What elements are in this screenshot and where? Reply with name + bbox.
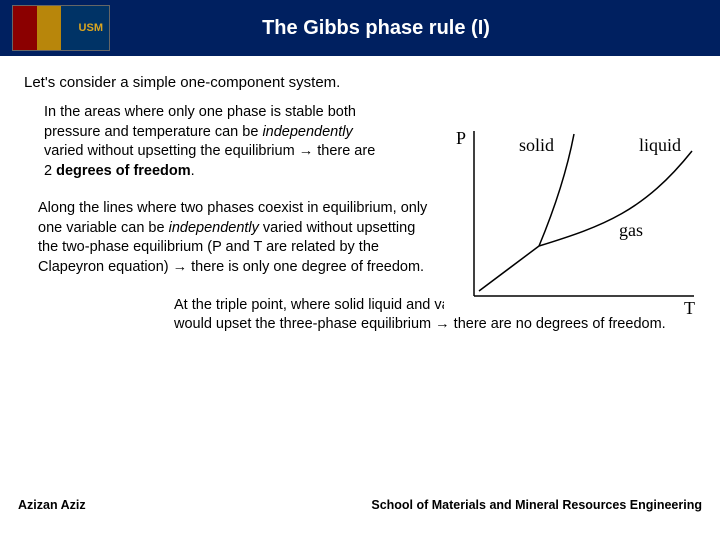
solid-region-label: solid — [519, 135, 554, 155]
gas-region-label: gas — [619, 220, 643, 240]
p1-italic: independently — [262, 124, 352, 140]
logo-text: USM — [79, 22, 103, 34]
phase-diagram: P T solid liquid gas — [444, 116, 704, 316]
slide-content: Let's consider a simple one-component sy… — [0, 56, 720, 522]
intro-text: Let's consider a simple one-component sy… — [24, 74, 696, 91]
p1-bold: degrees of freedom — [56, 163, 191, 179]
institution-logo: USM — [12, 5, 110, 51]
y-axis-label: P — [456, 128, 466, 148]
liquid-region-label: liquid — [639, 135, 681, 155]
vaporization-curve — [539, 151, 692, 246]
p1-text5: . — [191, 163, 195, 179]
slide-title: The Gibbs phase rule (I) — [134, 17, 618, 40]
phase-diagram-svg: P T solid liquid gas — [444, 116, 704, 316]
slide-footer: Azizan Aziz School of Materials and Mine… — [0, 498, 720, 512]
author-name: Azizan Aziz — [18, 498, 86, 512]
sublimation-curve — [479, 246, 539, 291]
p2-italic: independently — [169, 220, 259, 236]
title-bar: USM The Gibbs phase rule (I) — [0, 0, 720, 56]
department-name: School of Materials and Mineral Resource… — [371, 498, 702, 512]
paragraph-2: Along the lines where two phases coexist… — [38, 199, 428, 277]
paragraph-1: In the areas where only one phase is sta… — [44, 103, 384, 181]
x-axis-label: T — [684, 298, 695, 316]
